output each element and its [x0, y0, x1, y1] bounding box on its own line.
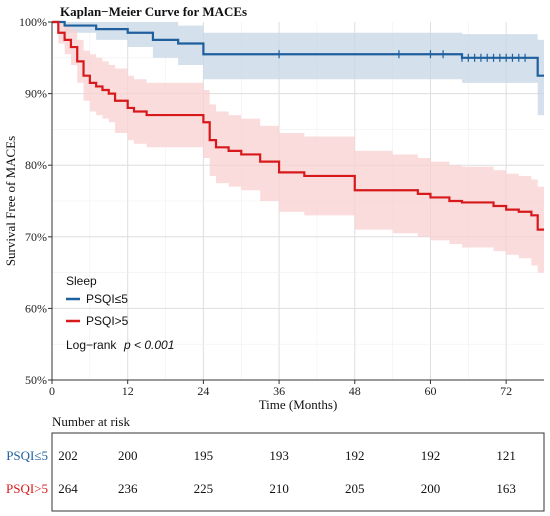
chart-title: Kaplan−Meier Curve for MACEs — [60, 4, 247, 19]
legend: Sleep PSQI≤5 PSQI>5 — [66, 274, 129, 328]
risk-row-label: PSQI≤5 — [6, 448, 48, 463]
risk-row-label: PSQI>5 — [6, 481, 48, 496]
risk-value: 200 — [118, 448, 138, 463]
logrank-label: Log−rank — [66, 338, 117, 352]
ci-band-psqi-gt5 — [52, 22, 544, 273]
censor-marks — [278, 50, 526, 62]
risk-value: 195 — [194, 448, 214, 463]
y-tick-label: 60% — [25, 301, 47, 315]
axes: 0 12 24 36 48 60 72 50% 60% 70% 80% 90% 100% — [19, 15, 544, 398]
risk-value: 163 — [496, 481, 516, 496]
legend-label-psqi-gt5: PSQI>5 — [86, 314, 129, 328]
x-tick-label: 48 — [349, 384, 361, 398]
risk-value: 264 — [58, 481, 78, 496]
risk-value: 193 — [269, 448, 289, 463]
risk-table-title: Number at risk — [52, 414, 130, 429]
x-axis-label: Time (Months) — [259, 397, 338, 412]
x-tick-label: 60 — [424, 384, 436, 398]
risk-value: 192 — [345, 448, 365, 463]
survival-line-psqi-gt5 — [52, 20, 544, 231]
ci-band-psqi-le5 — [52, 22, 544, 116]
risk-value: 225 — [194, 481, 214, 496]
y-tick-label: 70% — [25, 230, 47, 244]
x-tick-label: 12 — [122, 384, 134, 398]
risk-table: PSQI≤5 202 200 195 193 192 192 121 PSQI>5 264 236 2… — [6, 448, 516, 496]
y-tick-label: 100% — [19, 15, 47, 29]
x-tick-label: 24 — [197, 384, 209, 398]
y-tick-label: 90% — [25, 87, 47, 101]
risk-value: 210 — [269, 481, 289, 496]
y-tick-label: 50% — [25, 373, 47, 387]
x-tick-label: 36 — [273, 384, 285, 398]
confidence-bands — [52, 22, 544, 273]
risk-table-frame — [51, 432, 545, 512]
x-tick-label: 0 — [49, 384, 55, 398]
logrank-pvalue: p < 0.001 — [123, 338, 174, 352]
risk-value: 202 — [58, 448, 78, 463]
legend-label-psqi-le5: PSQI≤5 — [86, 292, 128, 306]
x-tick-label: 72 — [500, 384, 512, 398]
risk-value: 121 — [496, 448, 516, 463]
y-tick-label: 80% — [25, 158, 47, 172]
risk-value: 205 — [345, 481, 365, 496]
y-axis-label: Survival Free of MACEs — [3, 136, 18, 266]
legend-title: Sleep — [66, 274, 97, 288]
risk-value: 192 — [421, 448, 441, 463]
risk-value: 236 — [118, 481, 138, 496]
risk-value: 200 — [421, 481, 441, 496]
